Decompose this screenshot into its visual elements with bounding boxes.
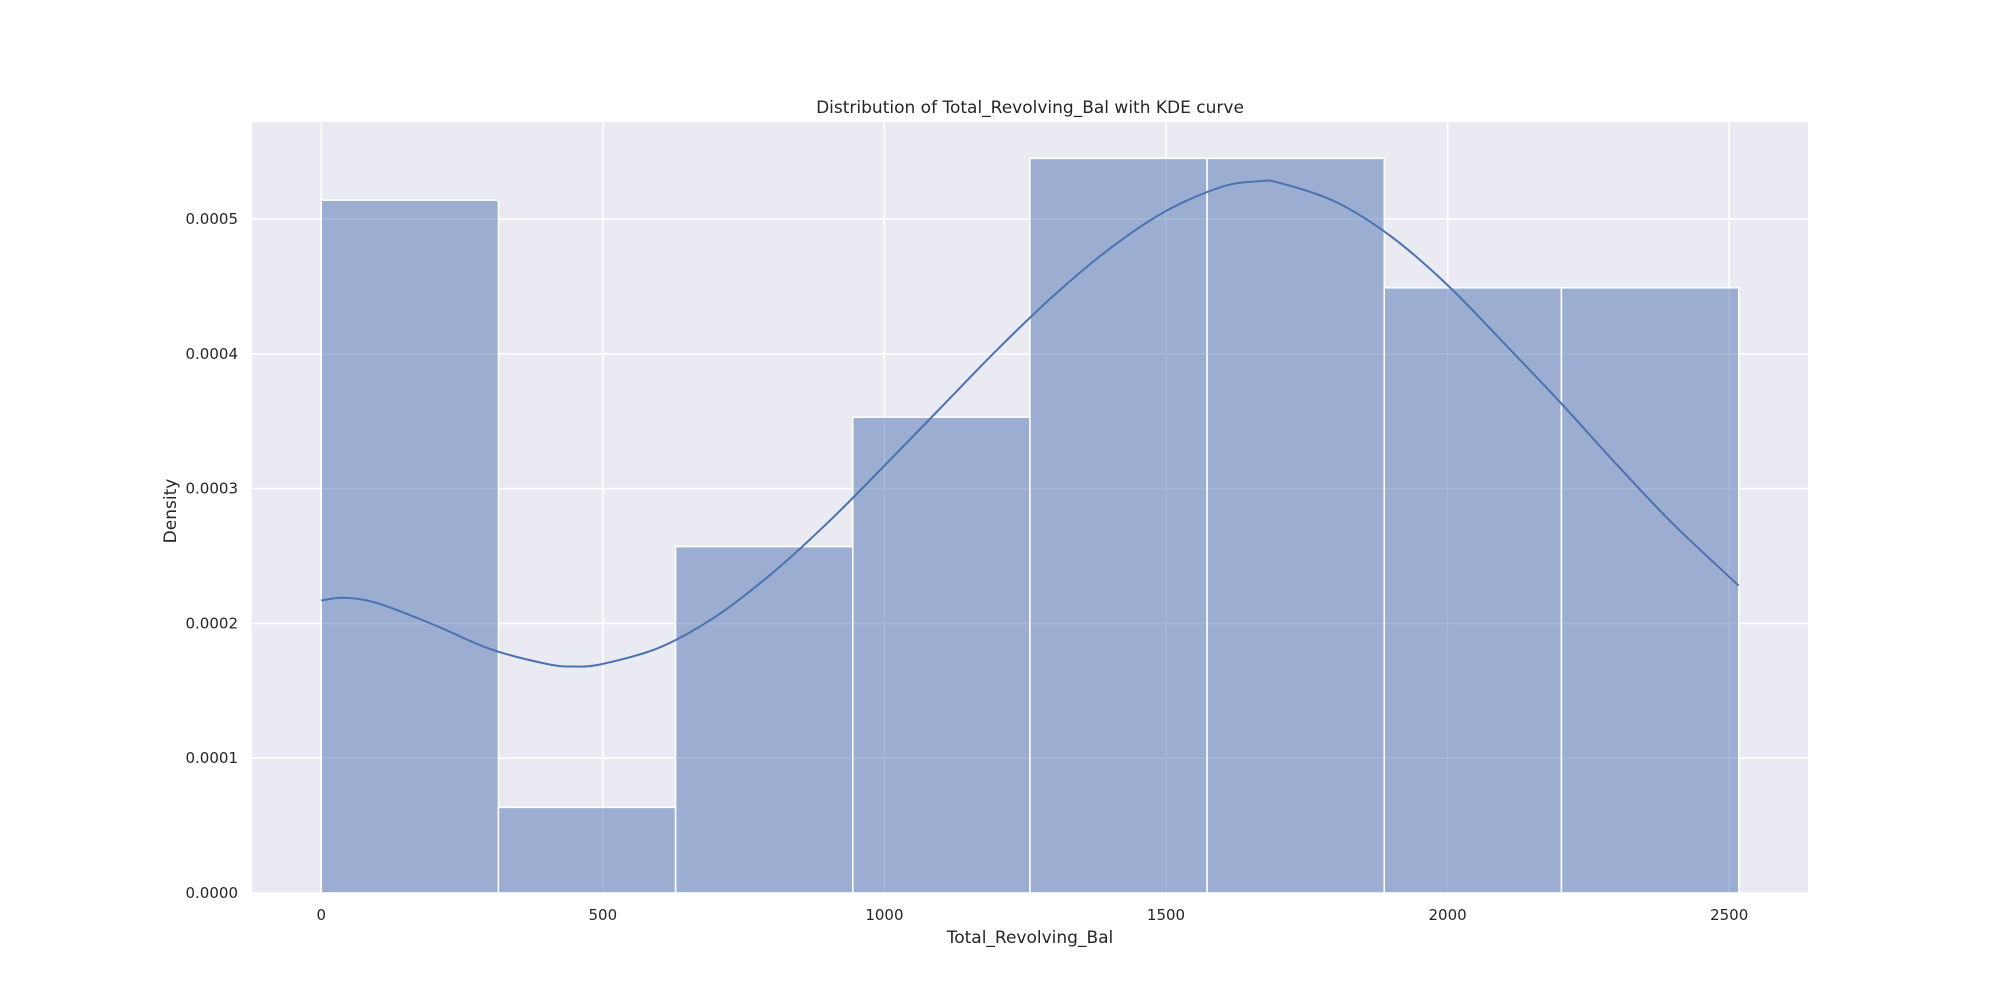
x-tick-label: 1000 <box>865 906 903 924</box>
histogram-bar <box>674 545 854 894</box>
x-axis-label: Total_Revolving_Bal <box>946 928 1114 948</box>
histogram-bar <box>320 199 500 894</box>
y-tick-label: 0.0001 <box>186 749 239 767</box>
y-tick-label: 0.0000 <box>186 884 239 902</box>
histogram-bar <box>1029 157 1208 894</box>
x-tick-label: 500 <box>589 906 618 924</box>
y-axis-label: Density <box>161 479 181 544</box>
x-axis-ticks: 0 500 1000 1500 2000 2500 <box>316 906 1748 924</box>
y-tick-label: 0.0002 <box>186 614 239 632</box>
histogram-bar <box>1560 287 1740 894</box>
y-axis-ticks: 0.0000 0.0001 0.0002 0.0003 0.0004 0.0005 <box>186 210 239 902</box>
kde-curve <box>321 179 1740 668</box>
x-tick-label: 0 <box>316 906 326 924</box>
y-tick-label: 0.0004 <box>186 345 239 363</box>
histogram-bar <box>1383 287 1563 894</box>
histogram-bars <box>320 157 1740 894</box>
histogram-bar <box>852 416 1031 894</box>
y-tick-label: 0.0003 <box>186 480 239 498</box>
y-tick-label: 0.0005 <box>186 210 239 228</box>
histogram-bar <box>1206 157 1386 894</box>
x-tick-label: 2500 <box>1710 906 1748 924</box>
chart-title: Distribution of Total_Revolving_Bal with… <box>816 98 1244 118</box>
histogram-bar <box>497 806 677 894</box>
x-tick-label: 1500 <box>1147 906 1185 924</box>
x-tick-label: 2000 <box>1428 906 1466 924</box>
